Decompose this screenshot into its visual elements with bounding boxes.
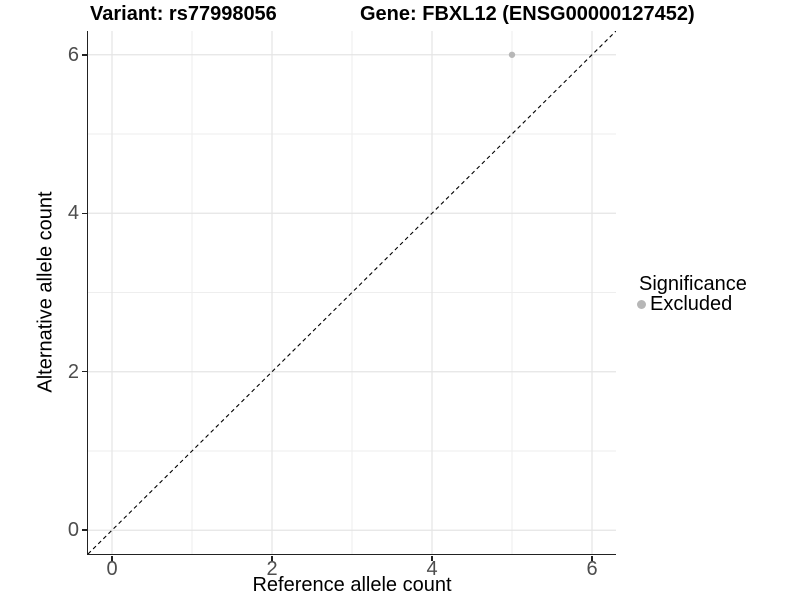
variant-title: Variant: rs77998056 <box>90 3 277 25</box>
x-tick-label: 6 <box>586 558 598 580</box>
y-tick-mark <box>81 212 87 214</box>
y-tick-label: 0 <box>67 519 79 542</box>
x-tick-mark <box>271 555 273 561</box>
data-point <box>508 51 515 58</box>
x-tick-label: 2 <box>266 558 278 580</box>
x-tick-mark <box>591 555 593 561</box>
legend: Significance Excluded <box>636 273 796 315</box>
x-tick-mark <box>431 555 433 561</box>
y-tick-label: 6 <box>67 43 79 66</box>
y-tick-label: 2 <box>67 360 79 383</box>
legend-key-dot-icon <box>637 299 646 309</box>
x-tick-label: 0 <box>106 558 118 580</box>
legend-item-label: Excluded <box>650 292 733 315</box>
legend-item: Excluded <box>636 292 796 315</box>
plot-panel <box>86 31 616 555</box>
y-tick-label: 4 <box>67 202 79 225</box>
gene-title: Gene: FBXL12 (ENSG00000127452) <box>360 3 695 25</box>
x-tick-mark <box>111 555 113 561</box>
plot-canvas <box>87 31 616 554</box>
legend-title: Significance <box>639 273 747 295</box>
identity-line <box>87 31 616 554</box>
y-tick-mark <box>81 529 87 531</box>
x-tick-label: 4 <box>426 558 438 580</box>
x-axis-title: Reference allele count <box>252 574 452 596</box>
y-tick-mark <box>81 370 87 373</box>
y-tick-mark <box>81 54 87 56</box>
